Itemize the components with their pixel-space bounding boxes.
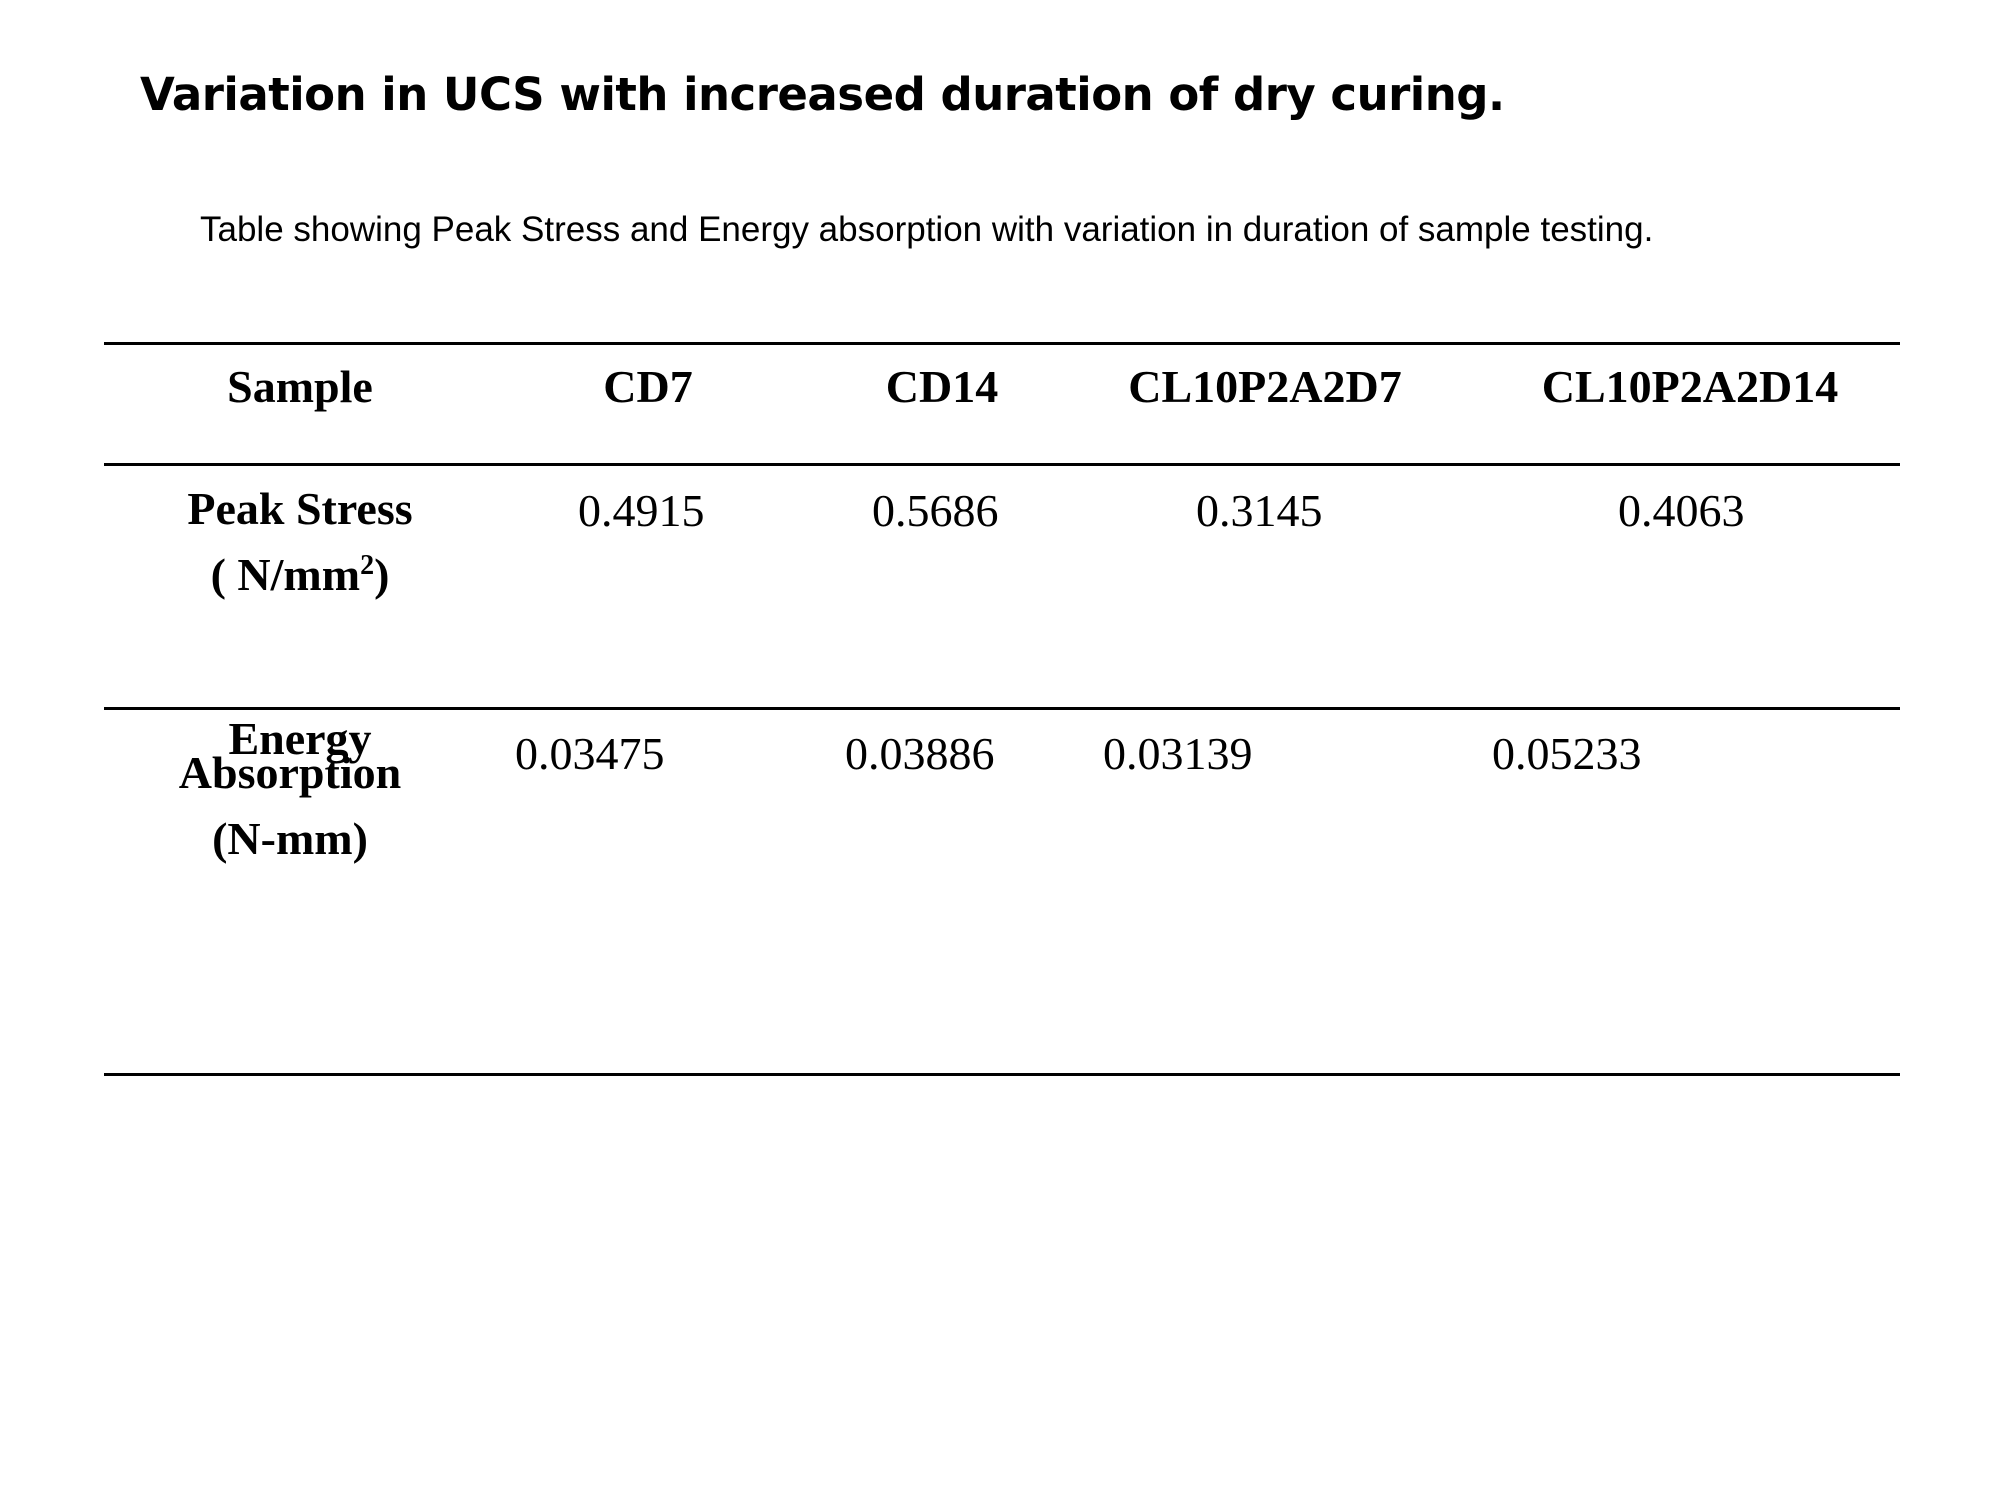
row-divider-rule xyxy=(104,707,1900,710)
energy-label-line2: Absorption xyxy=(178,747,402,798)
energy-unit: (N-mm) xyxy=(212,813,368,864)
peak-stress-unit: ( N/mm2) xyxy=(150,542,450,608)
peak-stress-label-line1: Peak Stress xyxy=(187,483,413,534)
slide-title: Variation in UCS with increased duration… xyxy=(140,68,1505,121)
table-top-rule xyxy=(104,342,1900,345)
peak-stress-cl10p2a2d14: 0.4063 xyxy=(1618,485,1745,536)
peak-stress-unit-suffix: ) xyxy=(374,549,390,600)
header-cl10p2a2d7: CL10P2A2D7 xyxy=(1128,361,1402,412)
energy-label-line1: Energy xyxy=(228,713,372,764)
peak-stress-cd14: 0.5686 xyxy=(872,485,999,536)
header-cd14: CD14 xyxy=(885,361,999,412)
row-label-energy-absorption: Energy Absorption (N-mm) xyxy=(140,713,440,864)
table-bottom-rule xyxy=(104,1073,1900,1076)
header-bottom-rule xyxy=(104,463,1900,466)
header-cd7: CD7 xyxy=(603,361,693,412)
header-sample: Sample xyxy=(227,361,373,412)
row-label-peak-stress: Peak Stress ( N/mm2) xyxy=(150,476,450,608)
peak-stress-cl10p2a2d7: 0.3145 xyxy=(1196,485,1323,536)
energy-cd14: 0.03886 xyxy=(845,728,995,779)
peak-stress-unit-prefix: ( N/mm xyxy=(210,549,361,600)
table-caption: Table showing Peak Stress and Energy abs… xyxy=(200,210,1654,249)
energy-cl10p2a2d7: 0.03139 xyxy=(1103,728,1253,779)
peak-stress-unit-exponent: 2 xyxy=(360,550,375,581)
energy-cl10p2a2d14: 0.05233 xyxy=(1492,728,1642,779)
header-cl10p2a2d14: CL10P2A2D14 xyxy=(1541,361,1839,412)
peak-stress-cd7: 0.4915 xyxy=(578,485,705,536)
energy-cd7: 0.03475 xyxy=(515,728,665,779)
